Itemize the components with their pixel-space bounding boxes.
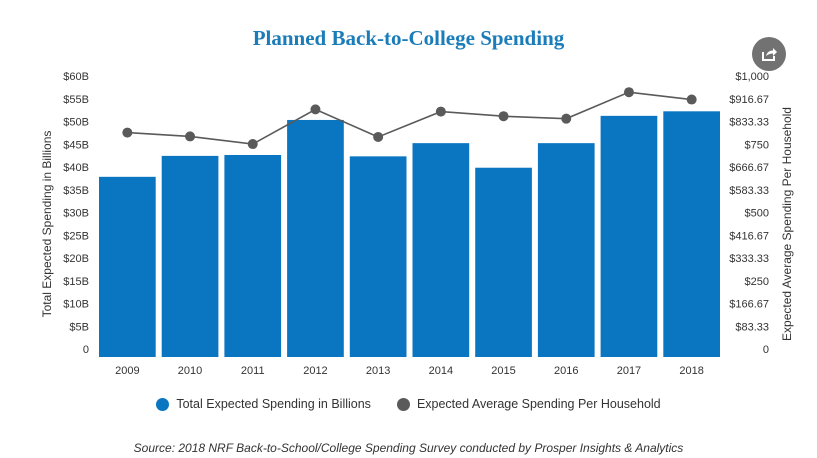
y2-tick-label: $166.67 (729, 299, 769, 311)
x-tick-label: 2016 (554, 365, 578, 377)
y2-tick-label: $500 (745, 208, 769, 220)
y-tick-label: $15B (63, 276, 89, 288)
y-tick-label: 0 (83, 344, 89, 356)
line-point[interactable] (122, 127, 133, 138)
y2-tick-label: $833.33 (729, 117, 769, 129)
y-axis-left: 0 $5B $10B $15B $20B $25B $30B $35B $40B $45B $50B… (63, 71, 89, 356)
x-tick-label: 2011 (241, 365, 265, 377)
bar[interactable] (161, 155, 219, 357)
y2-tick-label: $916.67 (729, 94, 769, 106)
y-axis-right: 0 $83.33 $166.67 $250 $333.33 $416.67 $500 $583… (729, 71, 769, 356)
x-tick-label: 2014 (429, 365, 453, 377)
chart-area: 0 $5B $10B $15B $20B $25B $30B $35B $40B $45B $50B… (40, 71, 794, 377)
legend-marker-line (396, 397, 410, 411)
bar[interactable] (99, 176, 156, 357)
bar-series (99, 111, 720, 357)
y2-tick-label: $750 (745, 139, 769, 151)
share-icon (762, 48, 777, 61)
legend-label: Expected Average Spending Per Household (416, 397, 661, 411)
line-point[interactable] (435, 106, 446, 117)
line-point[interactable] (623, 87, 634, 98)
x-tick-label: 2017 (617, 365, 641, 377)
line-series (122, 87, 697, 150)
line-point[interactable] (686, 94, 697, 105)
y-tick-label: $45B (63, 139, 89, 151)
y-tick-label: $10B (63, 299, 89, 311)
x-tick-label: 2010 (178, 365, 202, 377)
line-point[interactable] (247, 139, 258, 150)
share-button[interactable] (752, 37, 786, 71)
line-point[interactable] (310, 104, 321, 115)
y2-tick-label: $333.33 (729, 253, 769, 265)
chart-title: Planned Back-to-College Spending (252, 26, 565, 50)
y-tick-label: $25B (63, 230, 89, 242)
y-tick-label: $35B (63, 185, 89, 197)
x-tick-label: 2012 (303, 365, 327, 377)
x-axis: 2009 2010 2011 2012 2013 2014 2015 2016 2017 2018 (115, 365, 704, 377)
x-tick-label: 2015 (491, 365, 515, 377)
y-tick-label: $20B (63, 253, 89, 265)
y2-tick-label: 0 (763, 344, 769, 356)
series-line (127, 91, 692, 145)
legend-marker-bar (156, 397, 170, 411)
x-tick-label: 2018 (679, 365, 703, 377)
y-tick-label: $60B (63, 71, 89, 83)
bar[interactable] (475, 167, 532, 357)
y-tick-label: $40B (63, 162, 89, 174)
y2-tick-label: $416.67 (729, 230, 769, 242)
legend-label: Total Expected Spending in Billions (176, 397, 371, 411)
y2-tick-label: $583.33 (729, 185, 769, 197)
bar[interactable] (537, 143, 595, 357)
bar[interactable] (412, 143, 470, 357)
x-tick-label: 2013 (366, 365, 390, 377)
y-tick-label: $50B (63, 117, 89, 129)
bar[interactable] (287, 119, 344, 357)
y-tick-label: $55B (63, 94, 89, 106)
y2-tick-label: $83.33 (735, 321, 769, 333)
x-tick-label: 2009 (115, 365, 139, 377)
y-axis-title: Total Expected Spending in Billions (40, 131, 54, 318)
line-point[interactable] (498, 111, 509, 122)
legend-item-total-spending[interactable]: Total Expected Spending in Billions (156, 397, 371, 411)
y2-tick-label: $250 (745, 276, 769, 288)
bar[interactable] (224, 154, 282, 357)
line-point[interactable] (185, 131, 196, 142)
bar[interactable] (663, 111, 720, 357)
legend: Total Expected Spending in Billions Expe… (0, 397, 817, 411)
source-note: Source: 2018 NRF Back-to-School/College … (133, 441, 684, 455)
bar[interactable] (349, 156, 407, 357)
y2-axis-title: Expected Average Spending Per Household (780, 107, 794, 341)
line-point[interactable] (373, 131, 384, 142)
legend-item-household-spending[interactable]: Expected Average Spending Per Household (396, 397, 661, 411)
y-tick-label: $5B (69, 321, 89, 333)
y2-tick-label: $666.67 (729, 162, 769, 174)
y2-tick-label: $1,000 (735, 71, 769, 83)
bar[interactable] (600, 115, 658, 357)
y-tick-label: $30B (63, 208, 89, 220)
line-point[interactable] (561, 113, 572, 124)
